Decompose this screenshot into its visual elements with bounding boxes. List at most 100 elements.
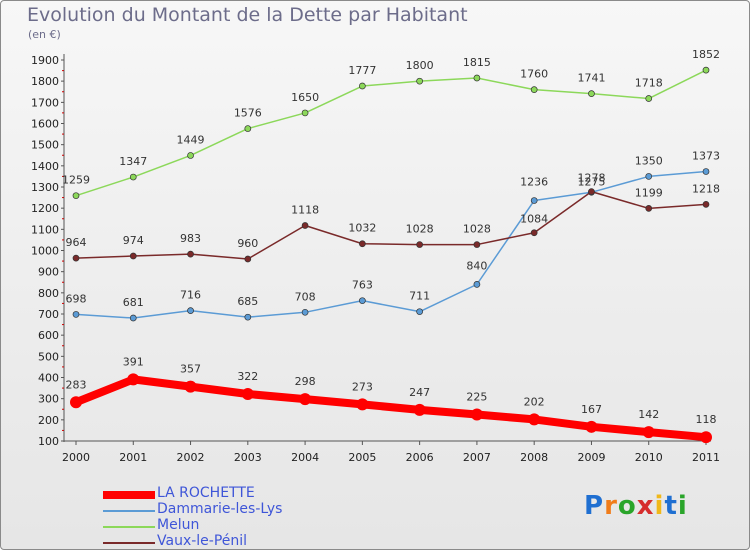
legend-label-melun: Melun — [157, 517, 200, 533]
data-point-dammarie-les-lys — [645, 173, 653, 180]
data-label-melun: 1449 — [177, 133, 205, 146]
y-tick-label: 1600 — [31, 118, 59, 131]
data-point-la-rochette — [299, 393, 312, 406]
data-label-dammarie-les-lys: 840 — [466, 259, 487, 272]
data-point-la-rochette — [127, 373, 140, 386]
chart-subtitle: (en €) — [28, 28, 61, 41]
data-label-dammarie-les-lys: 716 — [180, 289, 201, 302]
data-point-dammarie-les-lys — [129, 314, 137, 322]
y-tick-label: 1200 — [31, 202, 59, 215]
series-line-la-rochette — [72, 375, 710, 442]
data-label-la-rochette: 391 — [123, 355, 144, 368]
data-point-la-rochette — [528, 413, 541, 426]
data-label-la-rochette: 273 — [352, 380, 373, 393]
y-tick-label: 200 — [38, 414, 59, 427]
data-point-vaux-le-penil — [588, 188, 595, 196]
data-point-melun — [702, 66, 710, 74]
data-point-melun — [359, 82, 366, 90]
data-label-la-rochette: 247 — [409, 386, 430, 399]
x-tick-label: 2004 — [291, 451, 319, 464]
x-tick-label: 2007 — [463, 451, 491, 464]
data-label-melun: 1777 — [348, 64, 376, 77]
data-label-dammarie-les-lys: 763 — [352, 279, 373, 292]
data-point-la-rochette — [413, 403, 426, 416]
data-label-melun: 1815 — [463, 56, 491, 69]
data-label-vaux-le-penil: 1084 — [520, 213, 548, 226]
data-label-dammarie-les-lys: 1373 — [692, 150, 720, 163]
y-tick-label: 400 — [38, 372, 59, 385]
data-label-dammarie-les-lys: 698 — [66, 292, 87, 305]
data-label-melun: 1347 — [119, 155, 147, 168]
series-line-dammarie-les-lys — [75, 170, 707, 319]
data-label-vaux-le-penil: 1032 — [348, 222, 376, 235]
data-point-la-rochette — [642, 426, 655, 439]
data-label-la-rochette: 142 — [638, 408, 659, 421]
y-tick-label: 1800 — [31, 75, 59, 88]
data-point-vaux-le-penil — [187, 250, 194, 258]
y-tick-label: 1900 — [31, 54, 59, 67]
y-tick-label: 100 — [38, 435, 59, 448]
data-point-dammarie-les-lys — [702, 168, 710, 175]
data-label-la-rochette: 357 — [180, 363, 201, 376]
legend-swatch-melun — [103, 526, 155, 528]
data-point-vaux-le-penil — [244, 255, 252, 263]
data-label-vaux-le-penil: 1278 — [577, 172, 605, 185]
data-point-dammarie-les-lys — [473, 281, 481, 288]
x-tick-label: 2005 — [348, 451, 376, 464]
y-tick-label: 700 — [38, 308, 59, 321]
x-tick-label: 2002 — [177, 451, 205, 464]
legend-label-la-rochette: LA ROCHETTE — [157, 485, 255, 501]
data-point-vaux-le-penil — [416, 241, 423, 248]
data-point-la-rochette — [241, 388, 254, 401]
x-tick-label: 2003 — [234, 451, 262, 464]
data-label-la-rochette: 322 — [237, 370, 258, 383]
data-labels-layer: 1259 1347 1449 1576 1650 1777 1800 1815 1760 1741… — [62, 48, 720, 426]
legend-swatch-vaux-le-penil — [103, 542, 155, 544]
y-tick-label: 900 — [38, 266, 59, 279]
data-label-la-rochette: 225 — [466, 391, 487, 404]
y-tick-label: 500 — [38, 350, 59, 363]
x-tick-label: 2011 — [692, 451, 720, 464]
series-line-melun — [75, 69, 707, 197]
data-point-vaux-le-penil — [473, 241, 481, 248]
data-label-la-rochette: 283 — [66, 378, 87, 391]
data-point-la-rochette — [585, 420, 598, 433]
data-point-melun — [588, 90, 595, 98]
data-label-vaux-le-penil: 1028 — [463, 223, 491, 236]
data-point-dammarie-les-lys — [359, 297, 366, 305]
data-label-vaux-le-penil: 960 — [237, 237, 258, 250]
data-label-la-rochette: 167 — [581, 403, 602, 416]
x-tick-label: 2001 — [119, 451, 147, 464]
data-point-dammarie-les-lys — [187, 307, 194, 314]
data-point-dammarie-les-lys — [530, 197, 538, 204]
data-label-la-rochette: 118 — [696, 413, 717, 426]
data-label-melun: 1760 — [520, 68, 548, 81]
y-tick-label: 600 — [38, 329, 59, 342]
y-tick-label: 1400 — [31, 160, 59, 173]
data-label-dammarie-les-lys: 1236 — [520, 176, 548, 189]
data-label-vaux-le-penil: 1218 — [692, 182, 720, 195]
data-label-melun: 1852 — [692, 48, 720, 61]
data-label-vaux-le-penil: 964 — [66, 236, 87, 249]
data-label-dammarie-les-lys: 708 — [295, 290, 316, 303]
data-point-melun — [129, 173, 137, 181]
data-point-dammarie-les-lys — [416, 308, 423, 316]
chart-title: Evolution du Montant de la Dette par Hab… — [27, 4, 468, 26]
data-label-vaux-le-penil: 1199 — [635, 186, 663, 199]
data-point-vaux-le-penil — [530, 229, 538, 237]
data-point-la-rochette — [700, 431, 712, 444]
data-label-dammarie-les-lys: 1275 — [577, 175, 605, 188]
data-label-vaux-le-penil: 1118 — [291, 204, 319, 217]
data-point-vaux-le-penil — [359, 240, 366, 248]
x-tick-label: 2009 — [577, 451, 605, 464]
data-point-vaux-le-penil — [72, 254, 80, 262]
data-label-melun: 1741 — [577, 72, 605, 85]
data-point-melun — [244, 125, 252, 132]
proxiti-logo: Proxiti — [584, 491, 688, 521]
y-tick-label: 300 — [38, 393, 59, 406]
data-point-dammarie-les-lys — [72, 311, 80, 318]
data-point-la-rochette — [184, 380, 197, 393]
data-point-vaux-le-penil — [645, 205, 653, 212]
